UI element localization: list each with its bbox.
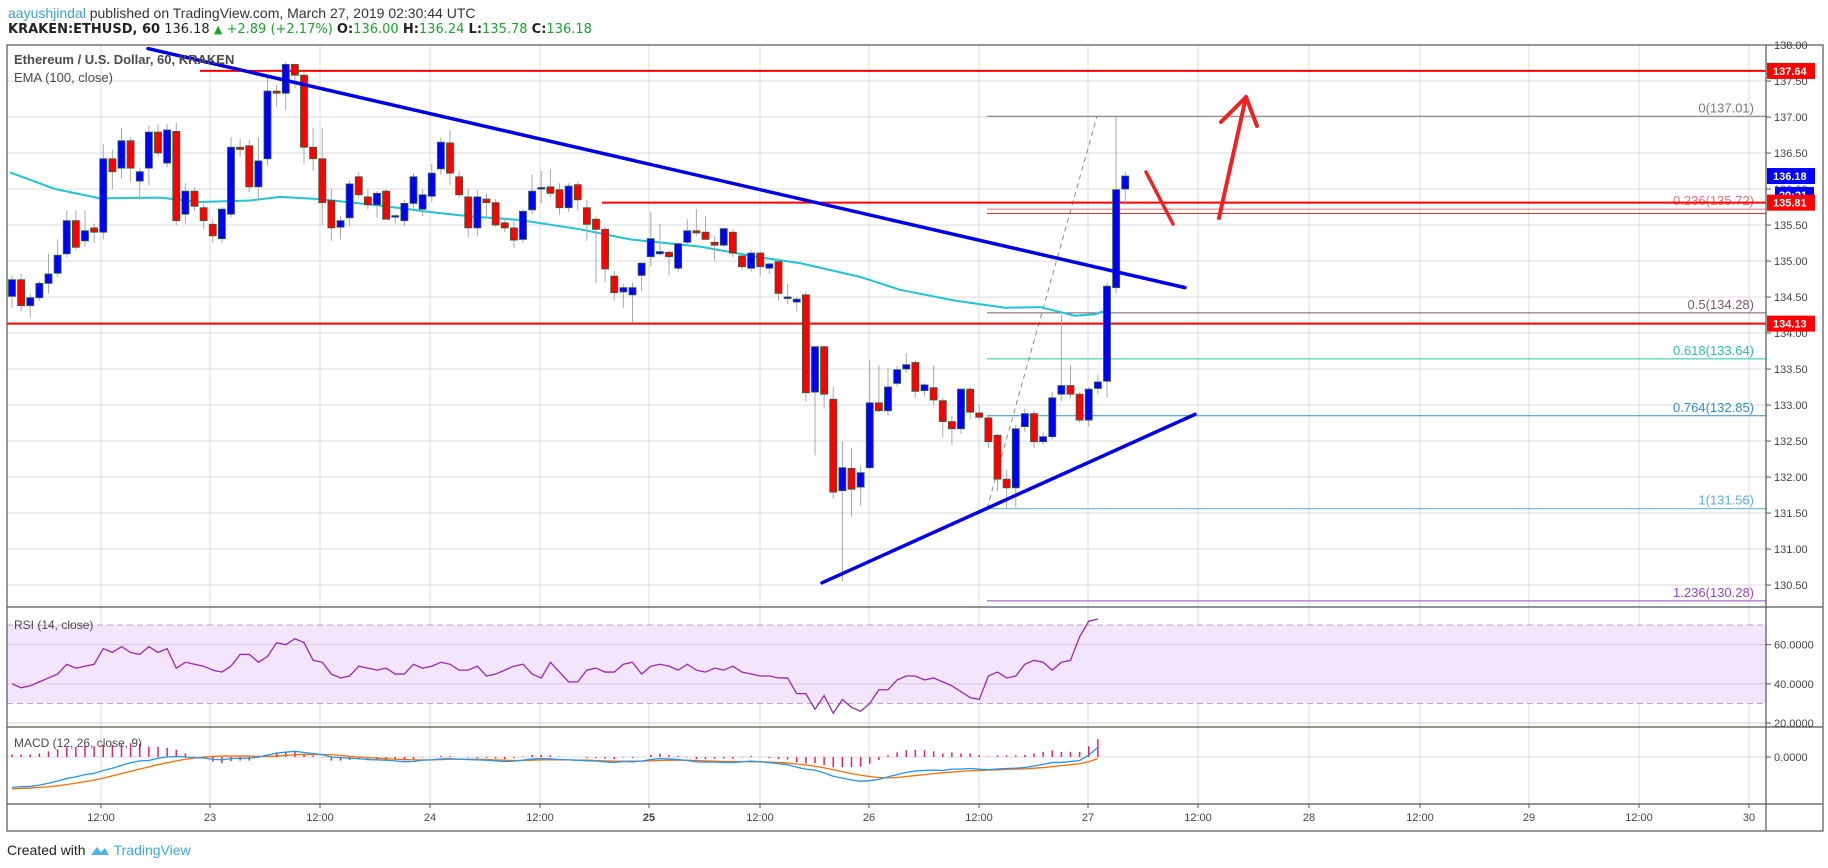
svg-text:23: 23 bbox=[204, 812, 216, 824]
chart-title: Ethereum / U.S. Dollar, 60, KRAKEN bbox=[14, 52, 234, 67]
high-label: H: bbox=[402, 22, 419, 37]
svg-text:131.50: 131.50 bbox=[1774, 508, 1808, 520]
low-label: L: bbox=[468, 22, 483, 37]
svg-text:0(137.01): 0(137.01) bbox=[1698, 100, 1754, 115]
svg-text:27: 27 bbox=[1082, 812, 1094, 824]
svg-text:132.00: 132.00 bbox=[1774, 472, 1808, 484]
svg-text:0.0000: 0.0000 bbox=[1774, 752, 1808, 764]
svg-text:12:00: 12:00 bbox=[1625, 812, 1653, 824]
price-change: +2.89 (+2.17%) bbox=[226, 22, 333, 37]
svg-text:135.81: 135.81 bbox=[1773, 198, 1807, 210]
last-price: 136.18 bbox=[164, 22, 210, 37]
svg-text:12:00: 12:00 bbox=[306, 812, 334, 824]
up-triangle-icon: ▲ bbox=[213, 23, 223, 36]
svg-text:1(131.56): 1(131.56) bbox=[1698, 493, 1754, 508]
published-text: published on TradingView.com, March 27, … bbox=[89, 5, 476, 21]
svg-text:1.236(130.28): 1.236(130.28) bbox=[1673, 585, 1754, 600]
rsi-pane bbox=[11, 618, 1099, 715]
svg-text:137.00: 137.00 bbox=[1774, 112, 1808, 124]
svg-text:133.50: 133.50 bbox=[1774, 364, 1808, 376]
svg-text:30: 30 bbox=[1743, 812, 1755, 824]
svg-text:12:00: 12:00 bbox=[1184, 812, 1212, 824]
author-link[interactable]: aayushjindal bbox=[8, 5, 86, 21]
svg-text:12:00: 12:00 bbox=[526, 812, 554, 824]
horizontal-lines[interactable] bbox=[7, 69, 1766, 325]
svg-text:0.5(134.28): 0.5(134.28) bbox=[1688, 297, 1755, 312]
svg-text:24: 24 bbox=[424, 812, 436, 824]
created-with-text: Created with bbox=[7, 842, 86, 858]
close-label: C: bbox=[531, 22, 547, 37]
tradingview-link[interactable]: TradingView bbox=[113, 842, 191, 858]
svg-text:0.764(132.85): 0.764(132.85) bbox=[1673, 400, 1754, 415]
svg-text:12:00: 12:00 bbox=[746, 812, 774, 824]
symbol-label: KRAKEN:ETHUSD, 60 bbox=[8, 22, 161, 37]
svg-text:25: 25 bbox=[643, 812, 655, 824]
axes: 138.00137.50137.00136.50136.00135.50135.… bbox=[87, 40, 1815, 824]
svg-text:136.18: 136.18 bbox=[1773, 171, 1807, 183]
svg-text:135.00: 135.00 bbox=[1774, 256, 1808, 268]
macd-legend: MACD (12, 26, close, 9) bbox=[14, 736, 142, 750]
svg-text:28: 28 bbox=[1303, 812, 1315, 824]
svg-text:134.13: 134.13 bbox=[1773, 319, 1807, 331]
low-value: 135.78 bbox=[482, 22, 528, 37]
svg-text:136.50: 136.50 bbox=[1774, 148, 1808, 160]
svg-text:133.00: 133.00 bbox=[1774, 400, 1808, 412]
svg-text:0.618(133.64): 0.618(133.64) bbox=[1673, 343, 1754, 358]
svg-text:60.0000: 60.0000 bbox=[1774, 640, 1814, 652]
close-value: 136.18 bbox=[546, 22, 592, 37]
svg-text:26: 26 bbox=[863, 812, 875, 824]
open-label: O: bbox=[336, 22, 354, 37]
svg-text:137.50: 137.50 bbox=[1774, 76, 1808, 88]
svg-text:12:00: 12:00 bbox=[965, 812, 993, 824]
footer: Created with TradingView bbox=[7, 842, 191, 858]
svg-text:137.64: 137.64 bbox=[1773, 66, 1808, 78]
symbol-info: KRAKEN:ETHUSD, 60 136.18 ▲ +2.89 (+2.17%… bbox=[8, 22, 592, 37]
macd-pane bbox=[7, 739, 1766, 790]
svg-text:138.00: 138.00 bbox=[1774, 40, 1808, 52]
svg-text:130.50: 130.50 bbox=[1774, 580, 1808, 592]
ema-legend: EMA (100, close) bbox=[14, 70, 113, 85]
svg-text:12:00: 12:00 bbox=[1406, 812, 1434, 824]
svg-text:20.0000: 20.0000 bbox=[1774, 718, 1814, 730]
trendlines[interactable] bbox=[146, 46, 1197, 585]
svg-text:12:00: 12:00 bbox=[87, 812, 115, 824]
open-value: 136.00 bbox=[353, 22, 399, 37]
candles bbox=[8, 62, 1130, 582]
tradingview-logo-icon bbox=[90, 847, 109, 855]
rsi-legend: RSI (14, close) bbox=[14, 618, 93, 632]
svg-text:29: 29 bbox=[1523, 812, 1535, 824]
svg-text:135.50: 135.50 bbox=[1774, 220, 1808, 232]
ema-line bbox=[9, 171, 1108, 317]
svg-text:131.00: 131.00 bbox=[1774, 544, 1808, 556]
svg-text:134.50: 134.50 bbox=[1774, 292, 1808, 304]
publication-info: aayushjindal published on TradingView.co… bbox=[8, 5, 476, 21]
high-value: 136.24 bbox=[418, 22, 465, 37]
annotation-arrows bbox=[1144, 95, 1259, 226]
rsi-band bbox=[7, 624, 1766, 724]
chart-frame bbox=[6, 44, 1824, 832]
svg-text:40.0000: 40.0000 bbox=[1774, 679, 1814, 691]
svg-text:0.236(135.72): 0.236(135.72) bbox=[1673, 193, 1754, 208]
svg-text:132.50: 132.50 bbox=[1774, 436, 1808, 448]
